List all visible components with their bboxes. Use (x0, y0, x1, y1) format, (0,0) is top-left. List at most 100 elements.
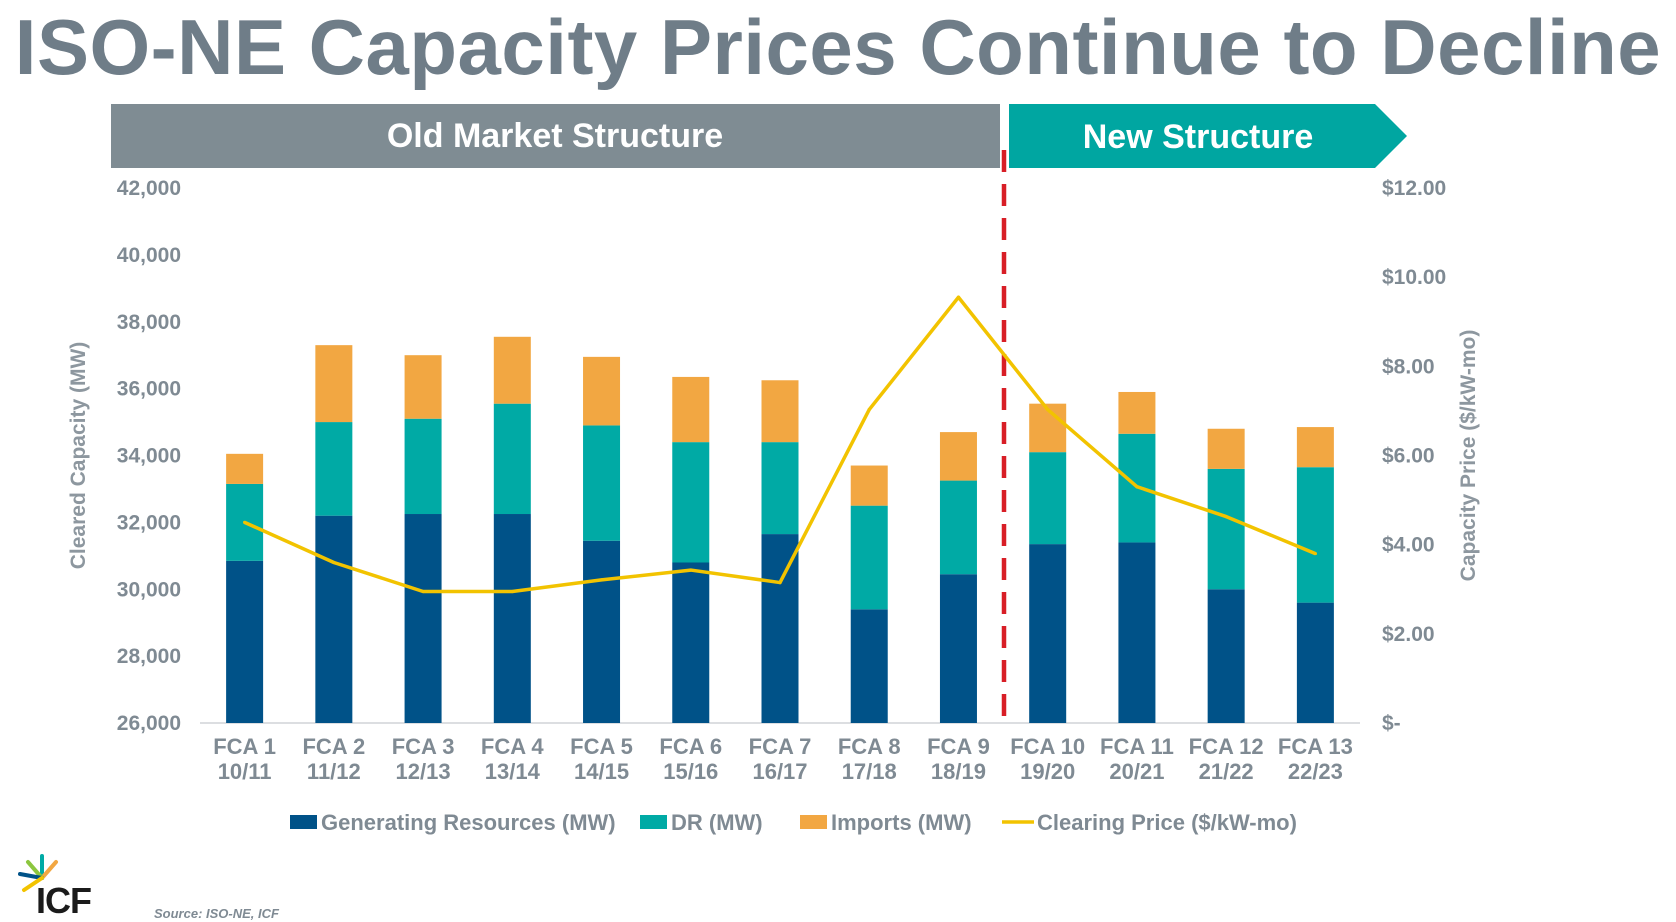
x-tick-label: FCA 2 (302, 734, 365, 759)
x-tick-sublabel: 12/13 (396, 759, 451, 784)
x-tick-label: FCA 10 (1010, 734, 1085, 759)
bar-imports (404, 355, 442, 419)
y2-tick-label: $8.00 (1382, 355, 1435, 378)
price-point (1046, 407, 1050, 412)
new-structure-band (1009, 104, 1407, 168)
x-tick-sublabel: 14/15 (574, 759, 629, 784)
old-structure-band (111, 104, 1000, 168)
x-tick-sublabel: 18/19 (931, 759, 986, 784)
bar-generating (493, 514, 531, 723)
price-point (867, 407, 871, 412)
y-tick-label: 28,000 (117, 645, 181, 668)
price-point (1135, 485, 1139, 489)
y-tick-label: 26,000 (117, 712, 181, 735)
icf-logo (18, 854, 58, 892)
new-structure-label: New Structure (1083, 118, 1314, 156)
y2-tick-label: $4.00 (1382, 534, 1435, 557)
y2-tick-label: $2.00 (1382, 623, 1435, 646)
bar-generating (583, 540, 621, 723)
bar-generating (1296, 602, 1334, 723)
bar-dr (1207, 468, 1245, 590)
source-note: Source: ISO-NE, ICF (154, 906, 279, 921)
bar-dr (850, 505, 888, 610)
bar-generating (672, 562, 710, 723)
price-point (1224, 514, 1228, 519)
bar-imports (1207, 428, 1245, 469)
bar-dr (1029, 452, 1067, 545)
y-tick-label: 42,000 (117, 177, 181, 200)
price-point (689, 568, 693, 572)
price-line-layer (243, 295, 1317, 594)
x-tick-label: FCA 13 (1278, 734, 1353, 759)
chart-title: ISO-NE Capacity Prices Continue to Decli… (14, 3, 1662, 91)
legend-label-generating: Generating Resources (MW) (321, 810, 616, 835)
bar-dr (1296, 467, 1334, 603)
y-tick-label: 38,000 (117, 311, 181, 334)
x-tick-label: FCA 7 (749, 734, 812, 759)
bar-dr (761, 442, 799, 535)
y2-axis-title: Capacity Price ($/kW-mo) (1457, 330, 1480, 582)
price-point (510, 589, 514, 594)
x-tick-sublabel: 20/21 (1109, 759, 1164, 784)
bar-imports (493, 336, 531, 404)
x-tick-label: FCA 6 (659, 734, 722, 759)
bar-generating (1207, 589, 1245, 723)
legend-swatch-imports (800, 815, 827, 829)
bar-generating (404, 514, 442, 723)
bar-imports (672, 376, 710, 443)
bar-dr (493, 403, 531, 515)
legend: Generating Resources (MW) DR (MW) Imports … (290, 810, 1297, 835)
x-tick-label: FCA 4 (481, 734, 545, 759)
x-tick-sublabel: 10/11 (218, 759, 272, 784)
bar-imports (1296, 427, 1334, 468)
x-tick-label: FCA 3 (392, 734, 455, 759)
logo-text: ICF (36, 880, 92, 921)
old-structure-label: Old Market Structure (387, 117, 723, 155)
bar-generating (226, 560, 264, 723)
legend-label-imports: Imports (MW) (831, 810, 972, 835)
y-tick-label: 32,000 (117, 511, 181, 534)
y-tick-label: 36,000 (117, 378, 181, 401)
price-point (599, 578, 604, 582)
bar-dr (672, 442, 710, 563)
y2-tick-label: $6.00 (1382, 445, 1435, 468)
bar-dr (939, 480, 977, 575)
bar-generating (761, 534, 799, 723)
bar-imports (583, 356, 621, 426)
x-tick-sublabel: 11/12 (307, 759, 361, 784)
x-tick-sublabel: 15/16 (663, 759, 718, 784)
x-tick-sublabel: 19/20 (1020, 759, 1075, 784)
x-tick-label: FCA 12 (1189, 734, 1264, 759)
bar-generating (1118, 542, 1156, 723)
x-tick-label: FCA 1 (213, 734, 276, 759)
legend-label-dr: DR (MW) (671, 810, 763, 835)
x-tick-label: FCA 9 (927, 734, 990, 759)
y-tick-label: 30,000 (117, 578, 181, 601)
bar-generating (939, 574, 977, 723)
bar-dr (583, 425, 621, 541)
x-tick-sublabel: 17/18 (842, 759, 897, 784)
y2-tick-label: $- (1382, 712, 1401, 735)
bar-generating (850, 609, 888, 723)
legend-swatch-generating (290, 815, 317, 829)
bar-imports (850, 465, 888, 506)
legend-label-price: Clearing Price ($/kW-mo) (1037, 810, 1297, 835)
bar-dr (315, 422, 353, 516)
x-tick-label: FCA 11 (1100, 734, 1174, 759)
x-tick-sublabel: 22/23 (1288, 759, 1343, 784)
bar-dr (404, 418, 442, 515)
legend-swatch-dr (640, 815, 667, 829)
bar-generating (315, 515, 353, 723)
x-tick-sublabel: 16/17 (752, 759, 807, 784)
bar-imports (226, 453, 264, 484)
y-tick-label: 34,000 (117, 445, 181, 468)
price-point (1313, 551, 1317, 556)
x-tick-sublabel: 21/22 (1199, 759, 1254, 784)
price-point (421, 589, 425, 594)
y2-tick-label: $12.00 (1382, 177, 1446, 200)
price-point (778, 580, 782, 585)
price-point (243, 520, 247, 524)
structure-bands: Old Market Structure New Structure (111, 104, 1407, 168)
bar-imports (761, 380, 799, 443)
